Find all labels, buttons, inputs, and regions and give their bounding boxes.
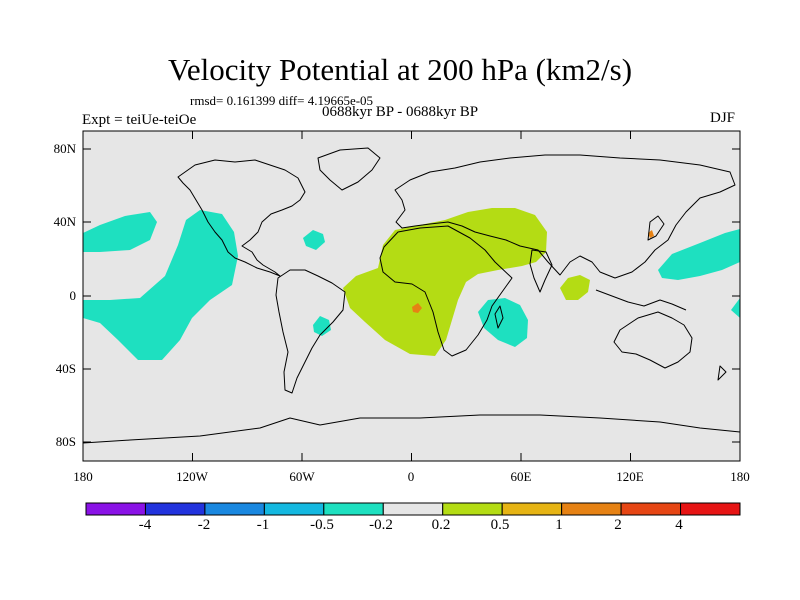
lat-label-80s: 80S xyxy=(55,434,76,449)
longitude-ticks xyxy=(82,131,741,461)
colorbar-swatch xyxy=(561,502,622,516)
colorbar-swatch xyxy=(204,502,265,516)
colorbar-label: 2 xyxy=(614,517,622,533)
lat-label-40s: 40S xyxy=(55,361,76,376)
antarctica-coast xyxy=(82,414,741,444)
greenland-coast xyxy=(317,147,381,191)
colorbar-swatch xyxy=(382,502,444,516)
colorbar-label: 1 xyxy=(555,517,563,533)
india-coast xyxy=(529,249,553,293)
africa-coast xyxy=(379,225,513,357)
colorbar-swatch xyxy=(144,502,206,516)
colorbar-swatch xyxy=(263,502,325,516)
australia-coast xyxy=(613,311,693,369)
positive-high-regions xyxy=(412,230,654,313)
lon-label-120e: 120E xyxy=(616,469,644,484)
lon-label-60e: 60E xyxy=(510,469,532,484)
colorbar-label: -2 xyxy=(197,517,211,533)
lat-label-40n: 40N xyxy=(53,214,76,229)
lat-label-0: 0 xyxy=(69,288,77,303)
map-title: Velocity Potential at 200 hPa (km2/s) xyxy=(167,52,633,87)
lat-label-80n: 80N xyxy=(53,141,76,156)
experiment-label: Expt = teiUe-teiOe xyxy=(82,112,197,128)
north-america-coast xyxy=(177,159,306,277)
colorbar-label: -1 xyxy=(256,517,270,533)
colorbar-swatch xyxy=(85,502,146,516)
coastlines xyxy=(82,147,741,444)
colorbar-swatch xyxy=(442,502,503,516)
colorbar-label: 0.5 xyxy=(490,517,510,533)
colorbar-label: 0.2 xyxy=(431,517,451,533)
period-label: 0688kyr BP - 0688kyr BP xyxy=(322,104,479,120)
colorbar-label: -0.2 xyxy=(369,517,393,533)
season-label: DJF xyxy=(710,110,736,126)
lon-label-0: 0 xyxy=(407,469,415,484)
lon-label-60w: 60W xyxy=(289,469,315,484)
eurasia-coast xyxy=(394,154,736,279)
colorbar-swatch xyxy=(501,502,563,516)
new-zealand-coast xyxy=(717,365,727,381)
south-america-coast xyxy=(275,269,346,394)
lon-label-180e: 180 xyxy=(730,469,750,484)
colorbar-label: -0.5 xyxy=(310,517,334,533)
colorbar xyxy=(85,502,741,516)
positive-anomaly-regions xyxy=(343,208,590,356)
indonesia-coast xyxy=(595,289,687,311)
colorbar-label: -4 xyxy=(138,517,152,533)
lon-label-180w: 180 xyxy=(73,469,93,484)
lon-label-120w: 120W xyxy=(176,469,208,484)
colorbar-swatch xyxy=(620,502,682,516)
stats-line: rmsd= 0.161399 diff= 4.19665e-05 xyxy=(190,93,374,108)
latitude-ticks xyxy=(83,148,740,443)
colorbar-label: 4 xyxy=(675,517,683,533)
negative-anomaly-regions xyxy=(83,210,740,360)
colorbar-swatch xyxy=(323,502,384,516)
japan-coast xyxy=(647,215,665,241)
colorbar-swatch xyxy=(680,502,741,516)
madagascar-coast xyxy=(494,305,504,329)
